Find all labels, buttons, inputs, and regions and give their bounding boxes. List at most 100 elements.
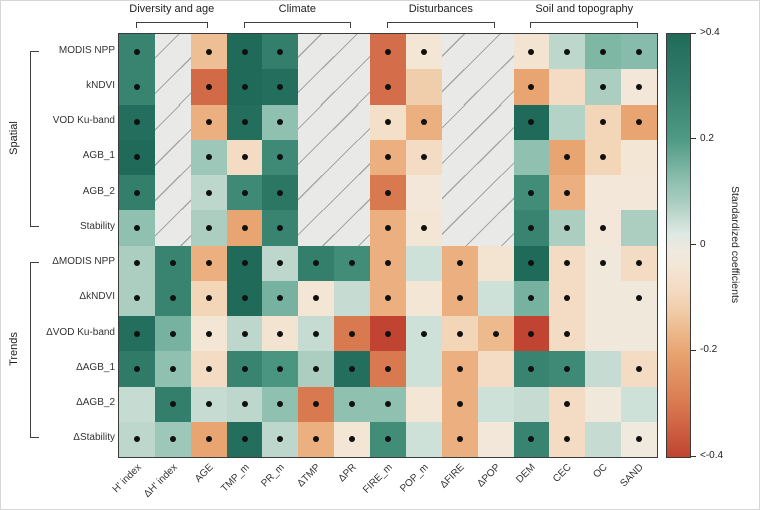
significance-dot [528,260,535,267]
significance-dot [420,330,427,337]
heatmap-cell [405,69,442,105]
heatmap-cell [405,245,442,281]
heatmap-cell [549,139,586,175]
significance-dot [277,295,284,302]
heatmap-cell [585,104,622,140]
heatmap-cell [441,351,478,387]
heatmap-cell [621,386,657,422]
significance-dot [384,436,391,443]
significance-dot [564,260,571,267]
column-group-label: Diversity and age [129,3,215,15]
heatmap-cell [119,175,155,211]
significance-dot [564,330,571,337]
heatmap-cell [370,175,406,211]
row-label: Stability [79,220,115,232]
heatmap-cell [190,386,227,422]
row-label: ΔStability [73,432,115,444]
heatmap-cell [334,69,371,105]
significance-dot [456,436,463,443]
heatmap-cell [441,280,478,316]
heatmap-cell [477,245,514,281]
significance-dot [277,365,284,372]
heatmap-cell [513,351,550,387]
column-axis-labels: H' index ΔH' index AGE TMP_m PR_m ΔTMP ΔPR FIRE… [111,459,656,509]
heatmap-cell [262,34,299,70]
colorbar-tick [691,244,696,245]
heatmap-cell [370,386,406,422]
heatmap-cell [585,34,622,70]
significance-dot [384,48,391,55]
row-label: ΔMODIS NPP [52,256,115,268]
heatmap-cell [119,69,155,105]
heatmap-cell [370,210,406,246]
significance-dot [564,365,571,372]
colorbar-title: Standardized coefficients [729,185,741,304]
heatmap-cell [405,351,442,387]
heatmap-cell [585,210,622,246]
significance-dot [313,260,320,267]
heatmap-cell [334,245,371,281]
significance-dot [205,436,212,443]
significance-dot [205,83,212,90]
heatmap-cell [370,316,406,352]
row-label: ΔAGB_1 [76,361,115,373]
heatmap-cell [298,316,335,352]
heatmap-cell [298,139,335,175]
heatmap-cell [334,351,371,387]
significance-dot [528,189,535,196]
heatmap-cell [334,104,371,140]
heatmap-cell [154,104,191,140]
significance-dot [133,330,140,337]
significance-dot [564,401,571,408]
significance-dot [600,119,607,126]
heatmap-cell [190,245,227,281]
significance-dot [277,436,284,443]
significance-dot [384,401,391,408]
heatmap-cell [513,139,550,175]
heatmap-cell [190,175,227,211]
significance-dot [349,436,356,443]
significance-dot [564,48,571,55]
significance-dot [349,365,356,372]
significance-dot [528,224,535,231]
significance-dot [528,83,535,90]
significance-dot [600,260,607,267]
heatmap-cell [370,139,406,175]
heatmap-cell [477,210,514,246]
significance-dot [636,295,643,302]
heatmap-cell [119,351,155,387]
heatmap-cell [513,210,550,246]
significance-dot [133,224,140,231]
heatmap-cell [621,139,657,175]
heatmap-cell [621,69,657,105]
heatmap-cell [405,421,442,457]
heatmap-cell [262,280,299,316]
heatmap-cell [190,104,227,140]
significance-dot [205,224,212,231]
significance-dot [205,48,212,55]
colorbar-tick-label: -0.2 [700,344,718,356]
significance-dot [205,189,212,196]
heatmap-cell [262,69,299,105]
heatmap-cell [298,386,335,422]
colorbar-gradient [666,33,691,458]
heatmap-cell [441,421,478,457]
heatmap-cell [513,316,550,352]
heatmap-cell [262,175,299,211]
heatmap-cell [441,245,478,281]
column-group-label: Soil and topography [535,3,634,15]
heatmap-cell [226,104,263,140]
heatmap-cell [477,34,514,70]
significance-dot [456,295,463,302]
colorbar-tick [691,138,696,140]
heatmap-cell [477,175,514,211]
significance-dot [564,224,571,231]
heatmap-cell [621,421,657,457]
significance-dot [420,154,427,161]
heatmap-cell [334,280,371,316]
significance-dot [384,295,391,302]
heatmap-cell [405,34,442,70]
significance-dot [384,189,391,196]
heatmap-cell [298,421,335,457]
heatmap-cell [549,69,586,105]
